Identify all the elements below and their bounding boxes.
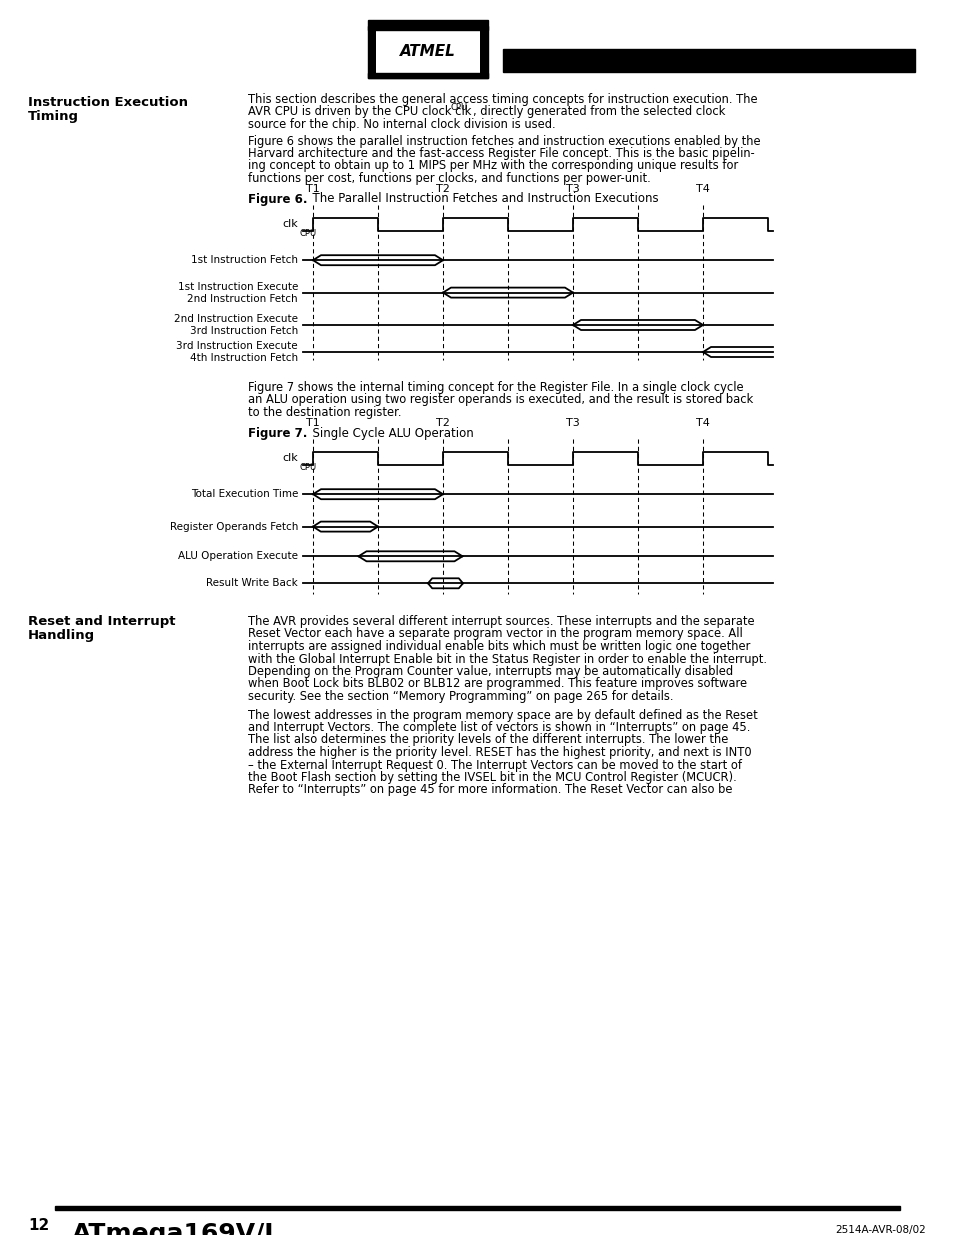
Text: 4th Instruction Fetch: 4th Instruction Fetch bbox=[190, 353, 297, 363]
Text: 2nd Instruction Fetch: 2nd Instruction Fetch bbox=[187, 294, 297, 304]
Text: T3: T3 bbox=[565, 184, 579, 194]
Text: Reset and Interrupt: Reset and Interrupt bbox=[28, 615, 175, 629]
Text: with the Global Interrupt Enable bit in the Status Register in order to enable t: with the Global Interrupt Enable bit in … bbox=[248, 652, 766, 666]
Text: 3rd Instruction Execute: 3rd Instruction Execute bbox=[176, 341, 297, 351]
Text: Figure 6 shows the parallel instruction fetches and instruction executions enabl: Figure 6 shows the parallel instruction … bbox=[248, 135, 760, 147]
Text: security. See the section “Memory Programming” on page 265 for details.: security. See the section “Memory Progra… bbox=[248, 690, 673, 703]
Text: T1: T1 bbox=[306, 184, 319, 194]
Text: T4: T4 bbox=[696, 184, 709, 194]
Text: Single Cycle ALU Operation: Single Cycle ALU Operation bbox=[305, 426, 474, 440]
Text: CPU: CPU bbox=[299, 228, 316, 238]
Text: 1st Instruction Execute: 1st Instruction Execute bbox=[177, 282, 297, 291]
Text: source for the chip. No internal clock division is used.: source for the chip. No internal clock d… bbox=[248, 119, 555, 131]
Text: The list also determines the priority levels of the different interrupts. The lo: The list also determines the priority le… bbox=[248, 734, 727, 746]
Text: ATMEL: ATMEL bbox=[399, 43, 456, 58]
Text: 12: 12 bbox=[28, 1218, 50, 1233]
Text: 3rd Instruction Fetch: 3rd Instruction Fetch bbox=[190, 326, 297, 336]
Text: 2nd Instruction Execute: 2nd Instruction Execute bbox=[173, 314, 297, 324]
Text: T2: T2 bbox=[436, 184, 450, 194]
Bar bbox=[502, 49, 914, 72]
Text: when Boot Lock bits BLB02 or BLB12 are programmed. This feature improves softwar: when Boot Lock bits BLB02 or BLB12 are p… bbox=[248, 678, 746, 690]
Text: T2: T2 bbox=[436, 419, 450, 429]
Text: clk: clk bbox=[282, 453, 297, 463]
Text: to the destination register.: to the destination register. bbox=[248, 406, 401, 419]
Text: functions per cost, functions per clocks, and functions per power-unit.: functions per cost, functions per clocks… bbox=[248, 172, 650, 185]
Text: T3: T3 bbox=[565, 419, 579, 429]
Text: ing concept to obtain up to 1 MIPS per MHz with the corresponding unique results: ing concept to obtain up to 1 MIPS per M… bbox=[248, 159, 738, 173]
Text: CPU: CPU bbox=[299, 463, 316, 472]
Text: Figure 6.: Figure 6. bbox=[248, 193, 307, 205]
Text: interrupts are assigned individual enable bits which must be written logic one t: interrupts are assigned individual enabl… bbox=[248, 640, 750, 653]
Text: Timing: Timing bbox=[28, 110, 79, 124]
Bar bbox=[55, 1207, 899, 1210]
Bar bbox=[368, 26, 488, 30]
Text: Depending on the Program Counter value, interrupts may be automatically disabled: Depending on the Program Counter value, … bbox=[248, 664, 732, 678]
Text: The AVR provides several different interrupt sources. These interrupts and the s: The AVR provides several different inter… bbox=[248, 615, 754, 629]
Text: CPU: CPU bbox=[451, 104, 468, 112]
Text: , directly generated from the selected clock: , directly generated from the selected c… bbox=[473, 105, 724, 119]
Text: ALU Operation Execute: ALU Operation Execute bbox=[178, 551, 297, 561]
Text: ®: ® bbox=[478, 22, 485, 28]
Text: Figure 7 shows the internal timing concept for the Register File. In a single cl: Figure 7 shows the internal timing conce… bbox=[248, 382, 742, 394]
Text: T1: T1 bbox=[306, 419, 319, 429]
Text: This section describes the general access timing concepts for instruction execut: This section describes the general acces… bbox=[248, 93, 757, 106]
Text: 1st Instruction Fetch: 1st Instruction Fetch bbox=[191, 256, 297, 266]
Text: Total Execution Time: Total Execution Time bbox=[191, 489, 297, 499]
Text: AVR CPU is driven by the CPU clock clk: AVR CPU is driven by the CPU clock clk bbox=[248, 105, 471, 119]
Text: the Boot Flash section by setting the IVSEL bit in the MCU Control Register (MCU: the Boot Flash section by setting the IV… bbox=[248, 771, 736, 784]
Text: Figure 7.: Figure 7. bbox=[248, 426, 307, 440]
Text: T4: T4 bbox=[696, 419, 709, 429]
Text: Refer to “Interrupts” on page 45 for more information. The Reset Vector can also: Refer to “Interrupts” on page 45 for mor… bbox=[248, 783, 732, 797]
Text: Result Write Back: Result Write Back bbox=[206, 578, 297, 588]
Text: clk: clk bbox=[282, 219, 297, 228]
Text: an ALU operation using two register operands is executed, and the result is stor: an ALU operation using two register oper… bbox=[248, 394, 753, 406]
Text: – the External Interrupt Request 0. The Interrupt Vectors can be moved to the st: – the External Interrupt Request 0. The … bbox=[248, 758, 741, 772]
Text: Reset Vector each have a separate program vector in the program memory space. Al: Reset Vector each have a separate progra… bbox=[248, 627, 742, 641]
Text: ATmega169V/L: ATmega169V/L bbox=[71, 1221, 281, 1235]
Text: address the higher is the priority level. RESET has the highest priority, and ne: address the higher is the priority level… bbox=[248, 746, 751, 760]
Text: The lowest addresses in the program memory space are by default defined as the R: The lowest addresses in the program memo… bbox=[248, 709, 757, 721]
FancyBboxPatch shape bbox=[375, 27, 479, 73]
Text: Register Operands Fetch: Register Operands Fetch bbox=[170, 521, 297, 531]
Text: Harvard architecture and the fast-access Register File concept. This is the basi: Harvard architecture and the fast-access… bbox=[248, 147, 754, 161]
Bar bbox=[368, 73, 488, 78]
Text: Handling: Handling bbox=[28, 629, 95, 642]
Text: 2514A-AVR-08/02: 2514A-AVR-08/02 bbox=[835, 1225, 925, 1235]
Text: and Interrupt Vectors. The complete list of vectors is shown in “Interrupts” on : and Interrupt Vectors. The complete list… bbox=[248, 721, 750, 734]
Text: Instruction Execution: Instruction Execution bbox=[28, 96, 188, 109]
FancyBboxPatch shape bbox=[368, 20, 488, 78]
Text: The Parallel Instruction Fetches and Instruction Executions: The Parallel Instruction Fetches and Ins… bbox=[305, 193, 658, 205]
